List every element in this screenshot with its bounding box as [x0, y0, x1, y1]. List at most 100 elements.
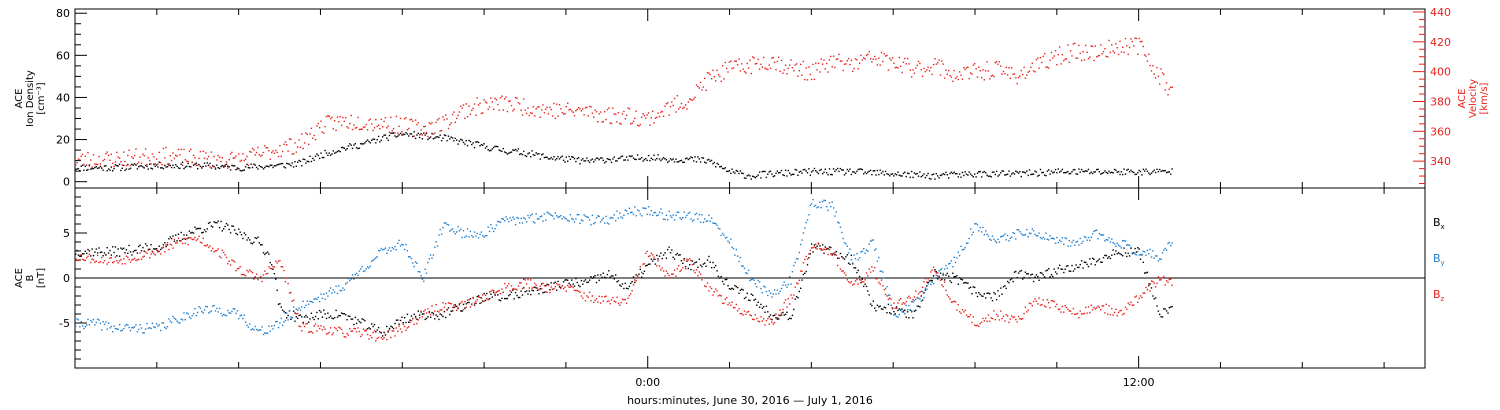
black-point	[255, 237, 258, 240]
blue-point	[795, 258, 798, 260]
blue-point	[631, 211, 633, 214]
black-point	[361, 143, 363, 145]
blue-point	[287, 319, 289, 321]
red-point	[665, 103, 668, 105]
red-point	[1026, 311, 1028, 313]
red-point	[671, 101, 673, 103]
black-point	[824, 246, 826, 248]
red-point	[934, 58, 936, 60]
red-point	[1031, 305, 1033, 307]
black-point	[514, 291, 517, 294]
blue-point	[283, 321, 285, 323]
blue-point	[136, 331, 139, 333]
black-point	[75, 253, 77, 255]
red-point	[116, 151, 118, 154]
black-point	[532, 290, 535, 292]
black-point	[329, 315, 332, 317]
blue-point	[624, 209, 626, 211]
black-point	[469, 140, 472, 143]
black-point	[392, 132, 395, 134]
black-point	[694, 261, 696, 264]
black-point	[206, 162, 208, 164]
blue-point	[689, 211, 691, 214]
red-point	[868, 268, 870, 270]
red-point	[232, 157, 234, 159]
blue-point	[276, 320, 278, 323]
black-point	[649, 159, 651, 162]
red-point	[547, 284, 550, 286]
blue-point	[698, 213, 700, 216]
red-point	[709, 73, 711, 76]
black-point	[930, 178, 932, 180]
red-point	[1032, 300, 1035, 303]
blue-point	[967, 242, 969, 244]
black-point	[195, 162, 197, 164]
black-point	[1150, 287, 1153, 289]
blue-point	[144, 328, 147, 330]
black-point	[369, 328, 371, 330]
black-point	[377, 135, 380, 138]
red-point	[805, 255, 807, 258]
black-point	[972, 286, 974, 288]
blue-point	[847, 252, 850, 254]
black-point	[849, 168, 851, 170]
black-point	[776, 318, 779, 320]
red-point	[362, 328, 365, 330]
red-point	[160, 253, 162, 255]
black-point	[271, 164, 273, 166]
black-point	[965, 282, 968, 284]
black-point	[133, 249, 136, 252]
black-point	[861, 278, 863, 280]
black-point	[476, 141, 478, 143]
red-point	[197, 164, 199, 166]
red-point	[993, 75, 995, 78]
red-point	[967, 316, 969, 318]
blue-point	[657, 214, 659, 216]
blue-point	[720, 234, 722, 237]
black-point	[684, 158, 687, 160]
red-point	[712, 294, 714, 296]
red-point	[927, 278, 929, 280]
blue-point	[465, 235, 467, 237]
black-point	[746, 175, 748, 177]
black-point	[483, 292, 485, 295]
red-point	[1035, 300, 1038, 302]
velocity-tick-label: 360	[1430, 125, 1451, 138]
red-point	[310, 127, 313, 129]
blue-point	[650, 210, 652, 212]
red-point	[132, 157, 134, 159]
black-point	[562, 159, 565, 161]
black-point	[712, 261, 714, 264]
red-point	[355, 331, 358, 333]
red-point	[662, 115, 665, 117]
red-point	[199, 150, 202, 153]
blue-point	[1111, 238, 1113, 240]
red-point	[835, 254, 837, 256]
black-point	[775, 317, 777, 319]
red-point	[654, 117, 657, 119]
red-point	[719, 75, 721, 78]
black-point	[679, 160, 681, 162]
black-point	[834, 253, 836, 256]
red-point	[1159, 279, 1161, 281]
black-point	[971, 293, 973, 295]
blue-point	[878, 256, 880, 259]
black-point	[702, 157, 705, 159]
red-point	[701, 89, 703, 91]
black-point	[1035, 171, 1038, 173]
red-point	[1082, 313, 1084, 315]
red-point	[192, 154, 195, 156]
red-point	[77, 259, 80, 262]
red-point	[1061, 53, 1064, 56]
red-point	[549, 291, 551, 294]
red-point	[872, 270, 874, 272]
black-point	[247, 237, 250, 239]
red-point	[813, 78, 816, 80]
blue-point	[246, 324, 248, 327]
red-point	[613, 113, 615, 115]
red-point	[598, 113, 600, 115]
black-point	[1109, 172, 1112, 174]
blue-point	[583, 214, 585, 216]
black-point	[472, 142, 474, 144]
